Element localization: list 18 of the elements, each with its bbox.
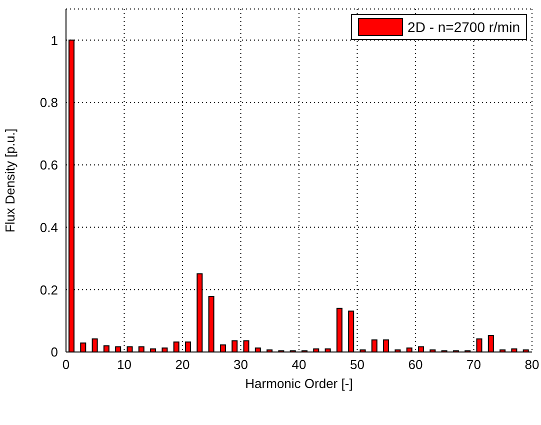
legend-label: 2D - n=2700 r/min <box>408 19 520 35</box>
y-tick-label: 0.6 <box>40 158 58 173</box>
x-tick-label: 60 <box>408 357 423 372</box>
y-tick-label: 0.2 <box>40 282 58 298</box>
x-tick-label: 50 <box>350 357 364 372</box>
x-tick-label: 80 <box>524 357 540 372</box>
y-tick-label: 1 <box>50 32 58 48</box>
y-tick-label: 0 <box>50 344 58 360</box>
x-tick-label: 10 <box>117 357 132 372</box>
y-axis-title: Flux Density [p.u.] <box>2 128 18 233</box>
x-tick-label: 40 <box>292 357 306 372</box>
x-tick-label: 70 <box>466 357 481 372</box>
y-tick-label: 0.8 <box>40 95 58 110</box>
x-axis-title: Harmonic Order [-] <box>245 376 353 391</box>
y-tick-label: 0.4 <box>40 220 58 235</box>
x-tick-label: 30 <box>234 357 248 372</box>
x-tick-label: 20 <box>175 357 190 372</box>
x-tick-label: 0 <box>62 357 70 372</box>
